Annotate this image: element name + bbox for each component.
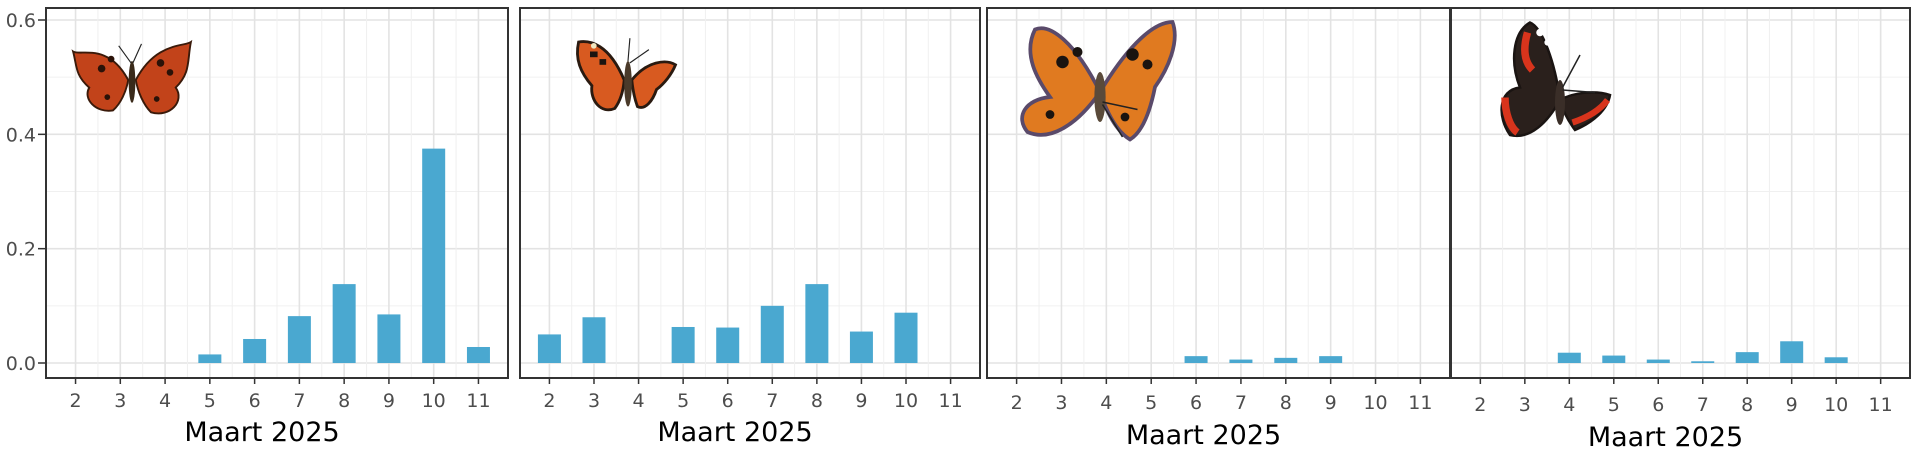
bar-9: [377, 314, 401, 363]
x-tick-label-7: 7: [293, 390, 305, 412]
panel-4: 2 3 4 5 6 7 8 9 10 11 Maart 2025: [1450, 7, 1911, 451]
x-tick-label-2: 2: [1474, 394, 1486, 416]
x-tick-label-6: 6: [1652, 394, 1664, 416]
x-tick-label-9: 9: [1325, 392, 1337, 414]
x-tick-label-2: 2: [1011, 392, 1023, 414]
bar-6: [716, 327, 740, 363]
bar-7: [287, 316, 311, 363]
x-tick-label-4: 4: [1100, 392, 1112, 414]
x-tick-label-7: 7: [766, 390, 778, 412]
bar-6: [243, 338, 267, 363]
panel-1: 2 3 4 5 6 7 8 9 10 11 Maart 2025: [45, 7, 509, 448]
bar-7: [760, 305, 784, 363]
y-tick-label-0.6: 0.6: [6, 10, 36, 32]
x-tick-label-11: 11: [938, 390, 962, 412]
x-tick-label-7: 7: [1697, 394, 1709, 416]
y-tick-label-0.2: 0.2: [6, 239, 36, 261]
x-tick-label-2: 2: [543, 390, 555, 412]
bar-9: [1780, 341, 1804, 363]
x-tick-label-3: 3: [1055, 392, 1067, 414]
bar-6: [1184, 356, 1208, 363]
x-tick-label-4: 4: [159, 390, 171, 412]
bar-8: [332, 284, 356, 363]
x-tick-label-5: 5: [677, 390, 689, 412]
x-tick-label-7: 7: [1235, 392, 1247, 414]
x-tick-label-9: 9: [1786, 394, 1798, 416]
bar-6: [1646, 359, 1670, 363]
bar-10: [1824, 357, 1848, 363]
bar-9: [1319, 356, 1343, 363]
x-tick-label-3: 3: [588, 390, 600, 412]
x-tick-label-11: 11: [466, 390, 490, 412]
bar-9: [849, 331, 873, 363]
bar-10: [422, 148, 446, 363]
x-tick-label-5: 5: [204, 390, 216, 412]
x-axis-title: Maart 2025: [1588, 422, 1743, 451]
bar-11: [466, 346, 490, 363]
bar-8: [1735, 352, 1759, 363]
bar-10: [894, 312, 918, 363]
x-tick-label-8: 8: [1741, 394, 1753, 416]
bar-5: [671, 326, 695, 363]
y-tick-label-0.0: 0.0: [6, 353, 36, 375]
x-tick-label-8: 8: [1280, 392, 1292, 414]
x-axis-title: Maart 2025: [1126, 420, 1281, 451]
x-tick-label-11: 11: [1869, 394, 1893, 416]
x-tick-label-9: 9: [383, 390, 395, 412]
bar-3: [582, 317, 606, 363]
x-tick-label-6: 6: [249, 390, 261, 412]
panel-2: 2 3 4 5 6 7 8 9 10 11 Maart 2025: [519, 7, 981, 448]
x-tick-label-2: 2: [69, 390, 81, 412]
panel-3: 2 3 4 5 6 7 8 9 10 11 Maart 2025: [986, 7, 1451, 451]
panel-border: [45, 7, 509, 379]
x-tick-label-10: 10: [422, 390, 446, 412]
x-tick-label-11: 11: [1408, 392, 1432, 414]
x-axis-title: Maart 2025: [184, 417, 339, 448]
bar-8: [1274, 357, 1298, 363]
x-tick-label-10: 10: [1363, 392, 1387, 414]
y-tick-label-0.4: 0.4: [6, 124, 36, 146]
x-tick-label-10: 10: [894, 390, 918, 412]
x-tick-label-8: 8: [338, 390, 350, 412]
x-tick-label-3: 3: [1519, 394, 1531, 416]
x-tick-label-6: 6: [1190, 392, 1202, 414]
bar-5: [1602, 355, 1626, 363]
bar-7: [1229, 359, 1253, 363]
bar-7: [1691, 361, 1715, 363]
x-axis-title: Maart 2025: [657, 417, 812, 448]
x-tick-label-4: 4: [1563, 394, 1575, 416]
x-tick-label-4: 4: [633, 390, 645, 412]
bar-8: [805, 284, 829, 363]
x-tick-label-5: 5: [1608, 394, 1620, 416]
x-tick-label-8: 8: [811, 390, 823, 412]
x-tick-label-5: 5: [1145, 392, 1157, 414]
x-tick-label-10: 10: [1824, 394, 1848, 416]
bar-4: [1557, 352, 1581, 363]
x-tick-label-6: 6: [722, 390, 734, 412]
panel-border: [1450, 7, 1911, 379]
bar-2: [537, 334, 561, 363]
x-tick-label-3: 3: [114, 390, 126, 412]
bar-5: [198, 354, 222, 363]
panel-border: [519, 7, 981, 379]
x-tick-label-9: 9: [855, 390, 867, 412]
